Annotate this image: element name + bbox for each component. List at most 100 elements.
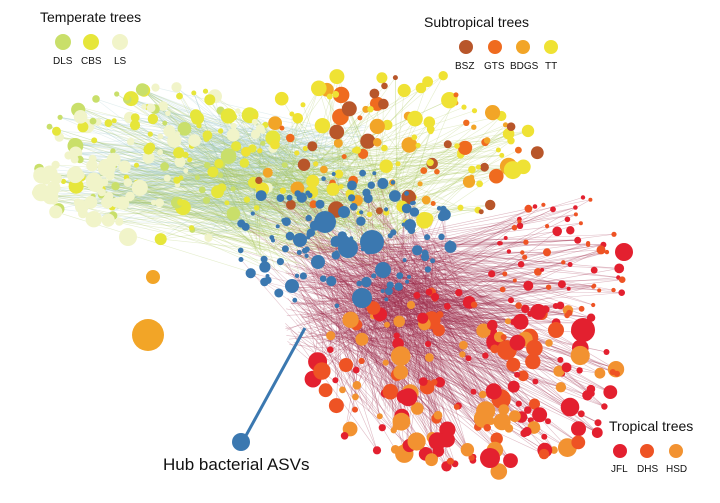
- network-edge: [337, 290, 505, 418]
- network-edge: [404, 259, 515, 386]
- temperate-node: [177, 121, 192, 136]
- network-nodes: [31, 69, 633, 480]
- network-edge: [424, 253, 484, 408]
- network-edge: [367, 198, 380, 314]
- network-edge: [295, 273, 345, 369]
- subtropical-node: [483, 137, 491, 144]
- subtropical-node: [262, 167, 273, 178]
- network-edge: [382, 151, 460, 245]
- temperate-node: [202, 88, 209, 94]
- network-edge: [355, 252, 434, 371]
- temperate-node: [46, 123, 53, 130]
- network-edge: [220, 174, 325, 260]
- network-edge: [301, 207, 576, 284]
- network-edge: [343, 211, 428, 307]
- network-edge: [280, 197, 411, 408]
- network-edge: [257, 129, 265, 183]
- network-edge: [335, 255, 382, 371]
- temperate-node: [70, 155, 79, 164]
- network-edge: [360, 286, 474, 392]
- temperate-node: [194, 175, 200, 181]
- network-edge: [284, 164, 367, 236]
- network-edge: [75, 174, 368, 257]
- tropical-node: [393, 332, 400, 339]
- network-edge: [323, 178, 468, 350]
- tropical-node: [425, 340, 432, 348]
- network-edge: [366, 325, 588, 396]
- network-edge: [91, 174, 266, 177]
- temperate-node: [115, 217, 124, 226]
- network-edge: [271, 148, 306, 200]
- hub-node: [421, 249, 429, 257]
- network-edge: [338, 172, 390, 230]
- network-edge: [53, 200, 299, 255]
- tropical-node: [473, 409, 493, 428]
- network-edge: [214, 96, 355, 222]
- temperate-node: [158, 101, 169, 111]
- network-edge: [360, 212, 369, 340]
- network-edge: [341, 252, 547, 256]
- tropical-node: [498, 404, 510, 415]
- subtropical-node: [506, 122, 516, 131]
- temperate-node: [207, 166, 219, 178]
- network-edge: [298, 255, 617, 370]
- network-edge: [417, 281, 434, 459]
- temperate-node: [239, 158, 250, 168]
- network-edge: [273, 152, 298, 252]
- temperate-node: [163, 125, 176, 137]
- hub-node: [384, 207, 389, 212]
- subtropical-node: [457, 204, 464, 211]
- network-edge: [381, 301, 448, 430]
- tropical-node: [358, 357, 365, 365]
- temperate-node: [86, 174, 104, 192]
- network-edge: [108, 122, 269, 210]
- temperate-node: [281, 162, 288, 168]
- subtropical-node: [289, 111, 295, 117]
- network-edge: [321, 329, 439, 416]
- hub-node: [292, 297, 298, 303]
- tropical-node: [609, 369, 616, 376]
- network-edge: [444, 214, 447, 313]
- hub-node: [315, 199, 325, 209]
- tropical-node: [601, 403, 608, 410]
- tropical-node: [588, 197, 593, 202]
- hub-node: [363, 193, 373, 204]
- network-edge: [136, 164, 242, 214]
- hub-node: [390, 229, 397, 236]
- network-edge: [262, 143, 315, 217]
- network-edge: [279, 149, 499, 249]
- network-edge: [303, 275, 381, 336]
- temperate-node: [49, 205, 63, 219]
- tropical-node: [326, 331, 336, 341]
- network-edge: [263, 258, 401, 385]
- network-edge: [403, 291, 557, 323]
- network-edge: [286, 335, 600, 374]
- temperate-node: [118, 160, 131, 173]
- network-edge: [283, 220, 418, 306]
- network-edge: [346, 158, 370, 215]
- network-edge: [386, 270, 434, 459]
- network-edge: [311, 149, 358, 173]
- network-edge: [404, 259, 502, 321]
- hub-node: [372, 171, 377, 176]
- network-edge: [362, 245, 619, 278]
- network-edge: [130, 141, 292, 218]
- tropical-node: [352, 406, 358, 413]
- network-edge: [418, 199, 591, 297]
- network-edge: [414, 211, 496, 397]
- network-edge: [386, 126, 512, 203]
- tropical-node: [507, 380, 520, 393]
- legend-swatch-cbs: [83, 34, 99, 50]
- network-edge: [124, 166, 300, 206]
- network-edge: [220, 163, 330, 208]
- subtropical-node: [352, 148, 357, 153]
- temperate-node: [77, 121, 89, 133]
- network-edge: [206, 195, 302, 201]
- hub-node: [276, 194, 285, 203]
- network-edge: [386, 280, 515, 325]
- network-edge: [434, 308, 582, 323]
- network-edge: [334, 140, 512, 218]
- network-edge: [183, 199, 370, 208]
- network-edge: [400, 291, 432, 317]
- hub-node: [402, 258, 407, 263]
